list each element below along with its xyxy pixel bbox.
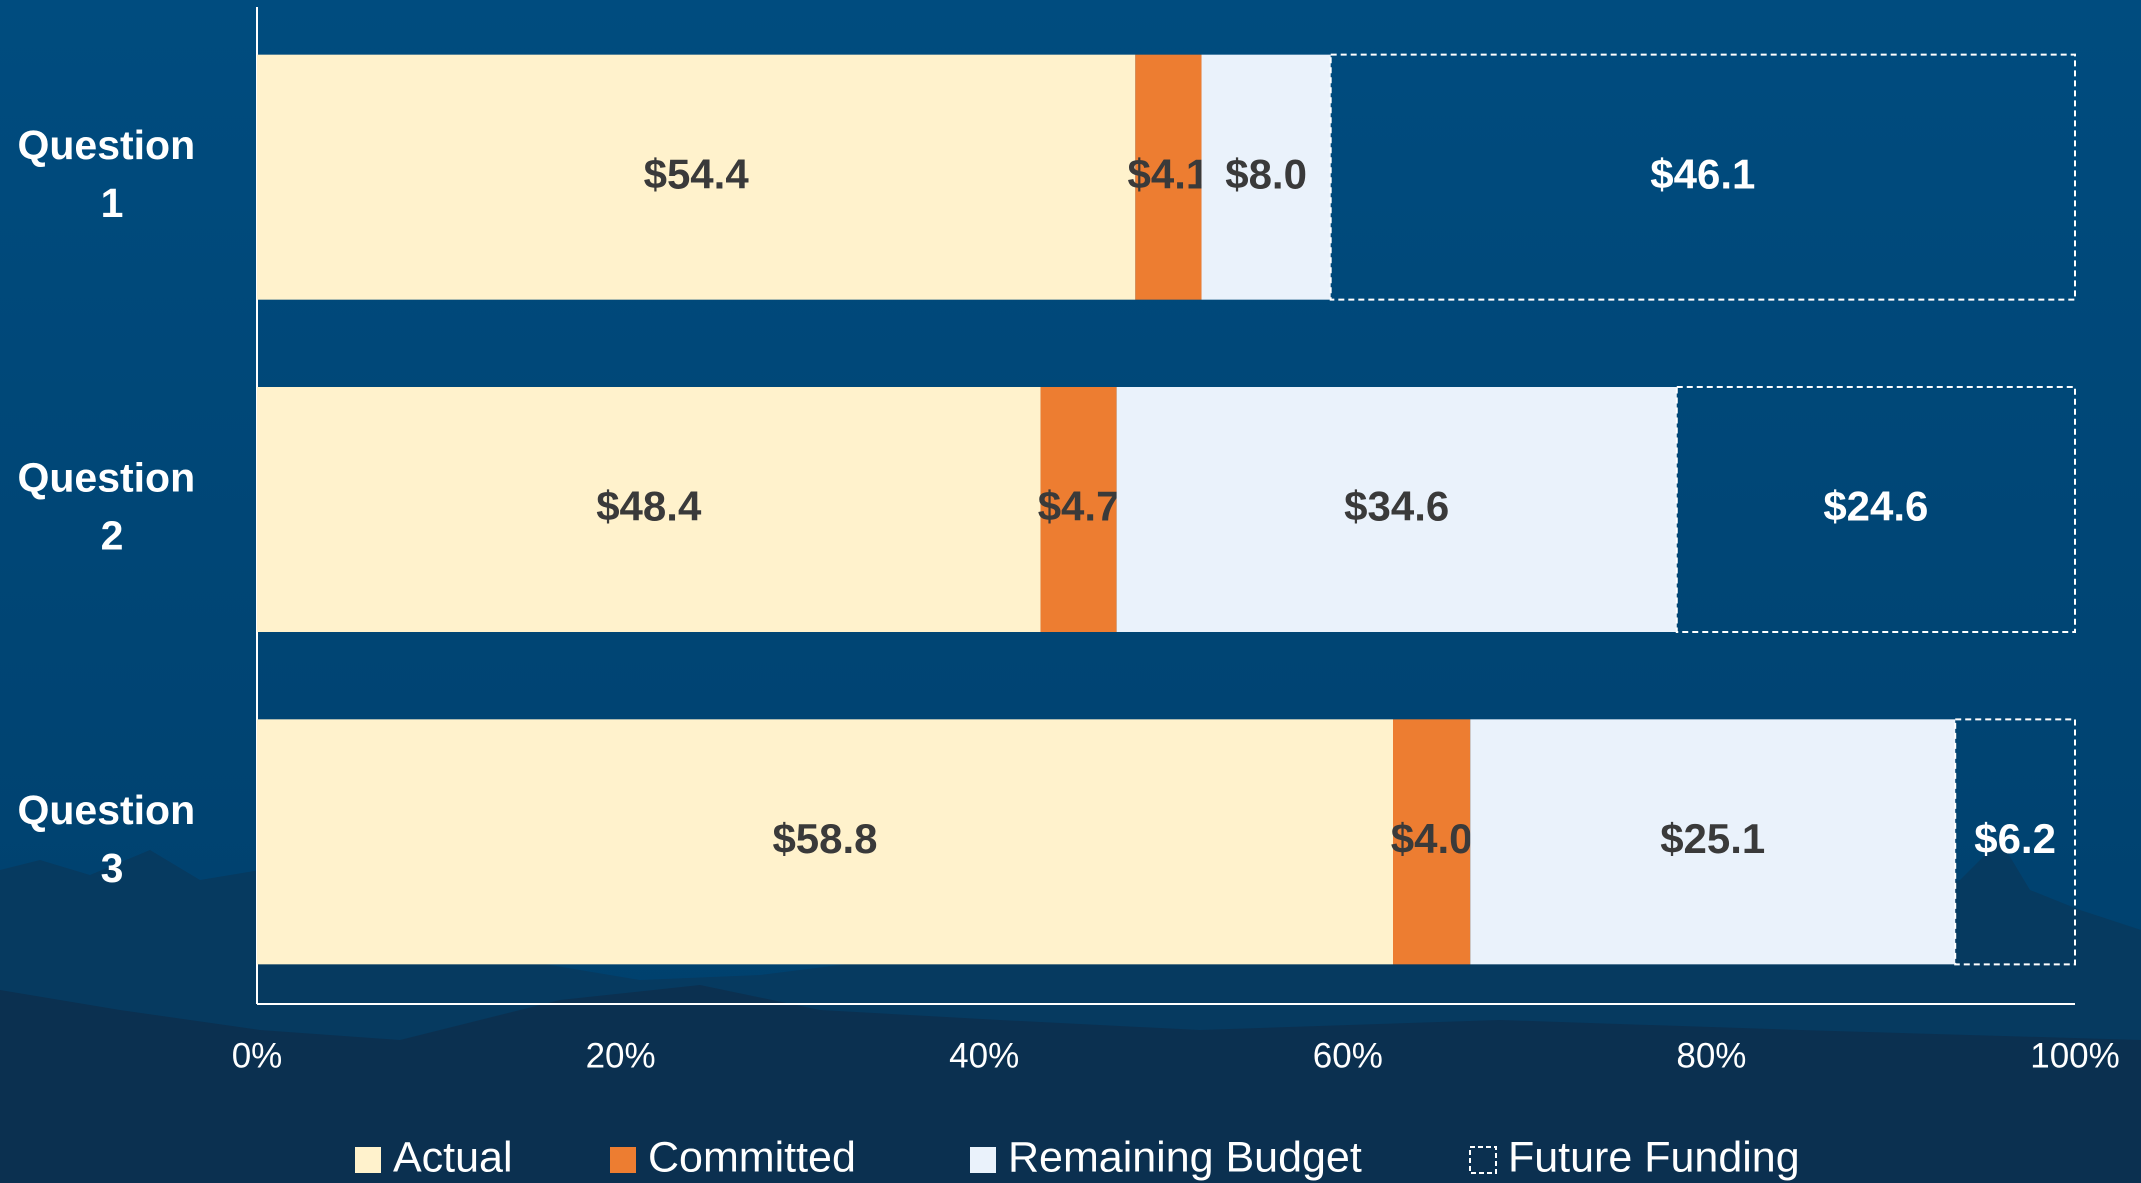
- x-tick-label: 40%: [949, 1036, 1019, 1075]
- data-label: $34.6: [1344, 483, 1449, 530]
- data-label: $4.0: [1391, 815, 1473, 862]
- legend-swatch: [970, 1147, 996, 1173]
- data-label: $58.8: [772, 815, 877, 862]
- data-label: $24.6: [1823, 483, 1928, 530]
- data-label: $4.7: [1038, 483, 1120, 530]
- x-tick-label: 60%: [1313, 1036, 1383, 1075]
- legend-label: Actual: [393, 1133, 513, 1181]
- data-label: $4.1: [1128, 150, 1210, 197]
- legend-label: Remaining Budget: [1008, 1133, 1362, 1181]
- data-label: $48.4: [596, 483, 702, 530]
- x-tick-label: 80%: [1676, 1036, 1746, 1075]
- legend-label: Committed: [648, 1133, 856, 1181]
- data-label: $25.1: [1660, 815, 1765, 862]
- chart: 0%20%40%60%80%100%Question 1$54.4$4.1$8.…: [0, 0, 2141, 1183]
- data-label: $54.4: [644, 150, 750, 197]
- data-label: $8.0: [1225, 150, 1307, 197]
- x-tick-label: 100%: [2030, 1036, 2120, 1075]
- legend-swatch: [610, 1147, 636, 1173]
- x-tick-label: 0%: [232, 1036, 283, 1075]
- x-tick-label: 20%: [586, 1036, 656, 1075]
- page: 0%20%40%60%80%100%Question 1$54.4$4.1$8.…: [0, 0, 2141, 1183]
- data-label: $46.1: [1650, 150, 1755, 197]
- data-label: $6.2: [1974, 815, 2056, 862]
- legend-swatch: [355, 1147, 381, 1173]
- legend-label: Future Funding: [1508, 1133, 1800, 1181]
